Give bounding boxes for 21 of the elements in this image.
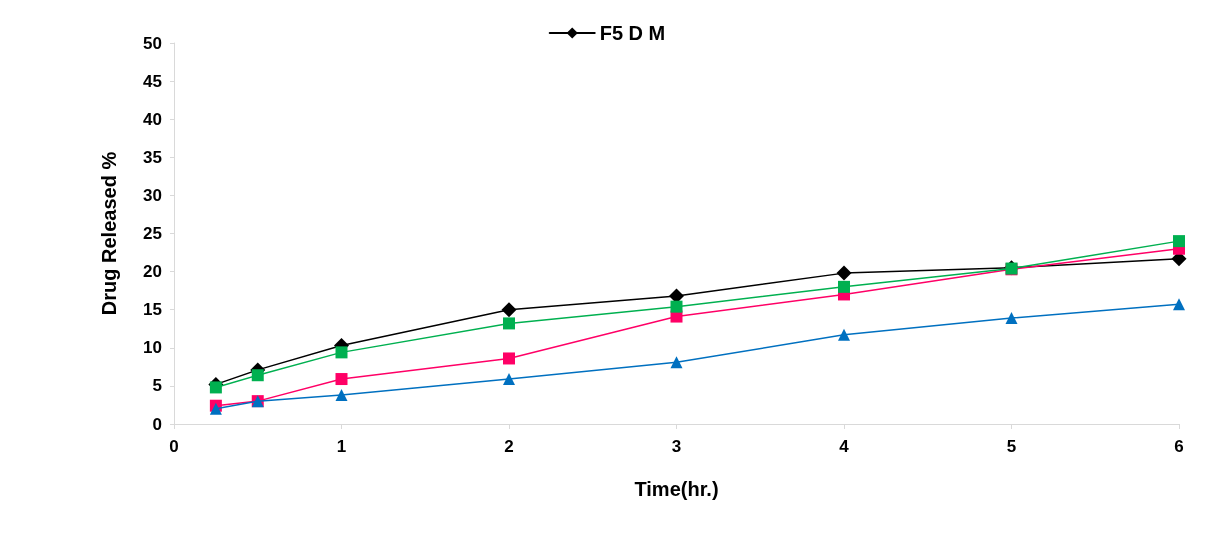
legend-label: F5 D M [599,22,666,44]
x-tick-label: 2 [504,437,514,456]
y-tick-label: 30 [143,185,162,205]
y-tick-label: 15 [143,300,162,320]
y-tick-label: 40 [143,109,162,129]
x-axis-title: Time(hr.) [634,478,719,500]
y-tick-label: 50 [143,33,162,53]
y-tick-label: 10 [143,338,162,358]
x-tick-label: 3 [671,437,682,456]
x-tick-label: 0 [169,437,179,456]
y-tick-label: 35 [143,147,162,167]
x-tick-label: 1 [336,437,347,456]
x-tick-label: 6 [1174,437,1184,456]
y-tick-label: 5 [152,376,162,396]
y-tick-label: 45 [143,71,162,91]
y-tick-label: 0 [152,414,162,434]
y-tick-label: 20 [143,262,162,282]
y-tick-label: 25 [143,224,162,243]
x-tick-label: 4 [839,437,850,456]
y-axis-title: Drug Released % [98,151,120,316]
x-tick-label: 5 [1006,437,1017,456]
